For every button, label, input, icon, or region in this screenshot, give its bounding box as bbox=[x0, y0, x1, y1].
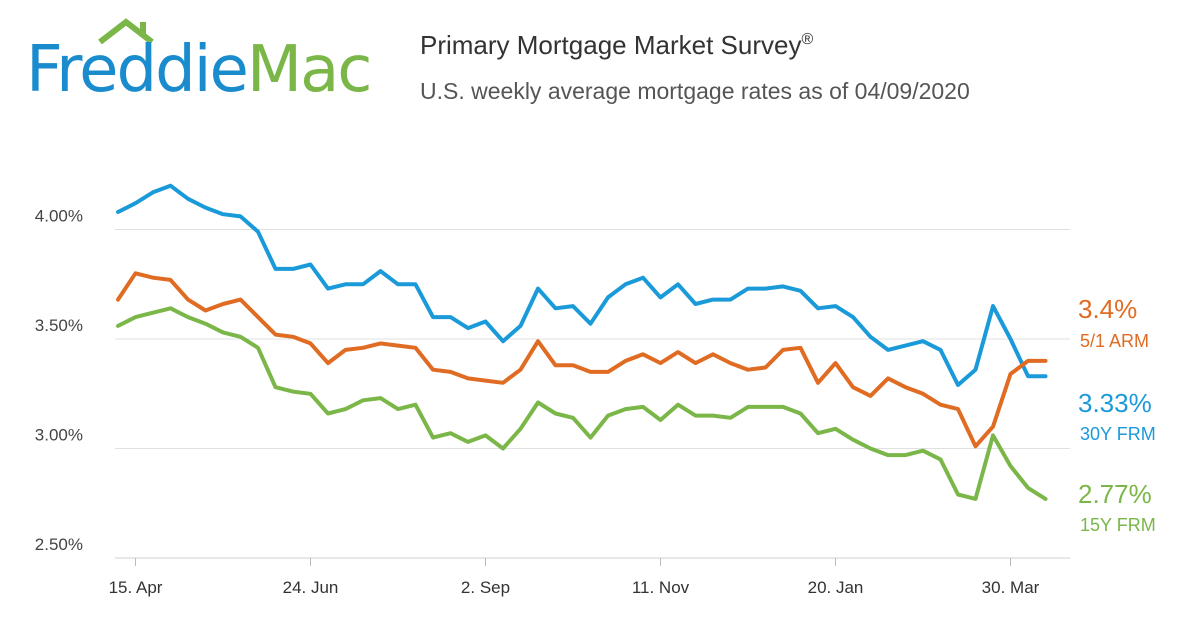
logo-mac: Mac bbox=[246, 33, 373, 107]
series-label-frm30: 30Y FRM bbox=[1080, 424, 1156, 444]
x-tick-label: 30. Mar bbox=[982, 578, 1040, 597]
y-tick-label: 4.00% bbox=[35, 207, 83, 226]
x-tick-label: 20. Jan bbox=[808, 578, 864, 597]
y-tick-label: 2.50% bbox=[35, 535, 83, 554]
end-value-arm51: 3.4% bbox=[1078, 294, 1137, 324]
logo-wordmark: FreddieMac bbox=[26, 30, 373, 110]
registered-mark: ® bbox=[801, 31, 814, 48]
x-axis-ticks: 15. Apr 24. Jun 2. Sep 11. Nov 20. Jan 30. Ma… bbox=[109, 558, 1040, 597]
x-tick-label: 15. Apr bbox=[109, 578, 163, 597]
series-label-arm51: 5/1 ARM bbox=[1080, 331, 1149, 351]
series-line-frm30 bbox=[116, 183, 1048, 387]
x-tick-label: 24. Jun bbox=[283, 578, 339, 597]
chart-title-text: Primary Mortgage Market Survey bbox=[420, 30, 802, 60]
house-roof-icon bbox=[98, 18, 154, 44]
series-line-arm51 bbox=[116, 271, 1048, 449]
grid-lines bbox=[115, 229, 1070, 449]
series-lines bbox=[116, 183, 1048, 501]
chart-subtitle: U.S. weekly average mortgage rates as of… bbox=[420, 78, 970, 104]
y-axis-ticks: 2.50% 3.00% 3.50% 4.00% bbox=[35, 207, 83, 555]
y-tick-label: 3.00% bbox=[35, 426, 83, 445]
x-tick-label: 11. Nov bbox=[632, 578, 690, 597]
series-label-frm15: 15Y FRM bbox=[1080, 515, 1156, 535]
logo-freddie: Freddie bbox=[26, 33, 249, 107]
y-tick-label: 3.50% bbox=[35, 316, 83, 335]
end-value-frm15: 2.77% bbox=[1078, 479, 1152, 509]
end-value-frm30: 3.33% bbox=[1078, 388, 1152, 418]
x-tick-label: 2. Sep bbox=[461, 578, 510, 597]
series-line-frm15 bbox=[116, 306, 1048, 501]
chart-title: Primary Mortgage Market Survey® bbox=[420, 30, 813, 61]
freddie-mac-logo: FreddieMac bbox=[26, 18, 386, 108]
end-labels: 3.33% 30Y FRM 3.4% 5/1 ARM 2.77% 15Y FRM bbox=[1078, 294, 1156, 535]
